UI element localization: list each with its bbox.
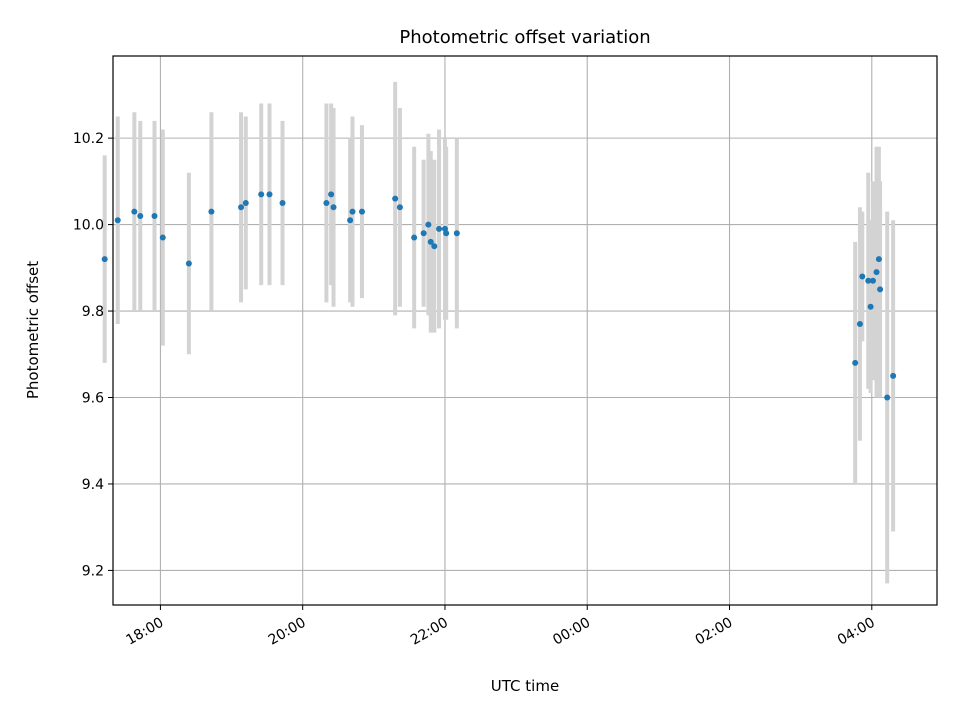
- chart-title: Photometric offset variation: [399, 27, 650, 48]
- plot-area-frame: [112, 55, 938, 606]
- data-point: [131, 208, 138, 215]
- data-point: [185, 260, 192, 267]
- data-point: [238, 204, 245, 211]
- data-point: [875, 256, 882, 263]
- data-point: [431, 243, 438, 250]
- data-points: [101, 191, 897, 401]
- data-point: [856, 321, 863, 328]
- data-point: [328, 191, 335, 198]
- data-point: [873, 269, 880, 276]
- data-point: [242, 199, 249, 206]
- y-tick-label: 10.2: [73, 131, 104, 147]
- y-axis-label: Photometric offset: [24, 261, 42, 399]
- data-point: [151, 212, 158, 219]
- data-point: [396, 204, 403, 211]
- data-point: [453, 230, 460, 237]
- data-point: [865, 277, 872, 284]
- data-point: [159, 234, 166, 241]
- y-tick-label: 10.0: [73, 218, 104, 234]
- data-point: [101, 256, 108, 263]
- data-point: [425, 221, 432, 228]
- data-point: [323, 199, 330, 206]
- data-point: [114, 217, 121, 224]
- y-tick-label: 9.2: [82, 563, 104, 579]
- data-point: [427, 238, 434, 245]
- data-point: [436, 225, 443, 232]
- x-axis-label: UTC time: [491, 677, 559, 695]
- data-point: [869, 277, 876, 284]
- data-point: [349, 208, 356, 215]
- data-point: [392, 195, 399, 202]
- data-point: [358, 208, 365, 215]
- y-tick-label: 9.4: [82, 477, 104, 493]
- data-point: [279, 199, 286, 206]
- y-tick-label: 9.8: [82, 304, 104, 320]
- data-point: [884, 394, 891, 401]
- data-point: [330, 204, 337, 211]
- data-point: [867, 303, 874, 310]
- data-point: [859, 273, 866, 280]
- y-tick-label: 9.6: [82, 391, 104, 407]
- data-point: [266, 191, 273, 198]
- data-point: [137, 212, 144, 219]
- data-point: [411, 234, 418, 241]
- data-point: [877, 286, 884, 293]
- data-point: [420, 230, 427, 237]
- data-point: [443, 230, 450, 237]
- data-point: [852, 359, 859, 366]
- data-point: [208, 208, 215, 215]
- data-point: [890, 372, 897, 379]
- data-point: [347, 217, 354, 224]
- data-point: [258, 191, 265, 198]
- y-ticks: 9.2 9.4 9.6 9.8 10.0 10.2: [73, 131, 113, 579]
